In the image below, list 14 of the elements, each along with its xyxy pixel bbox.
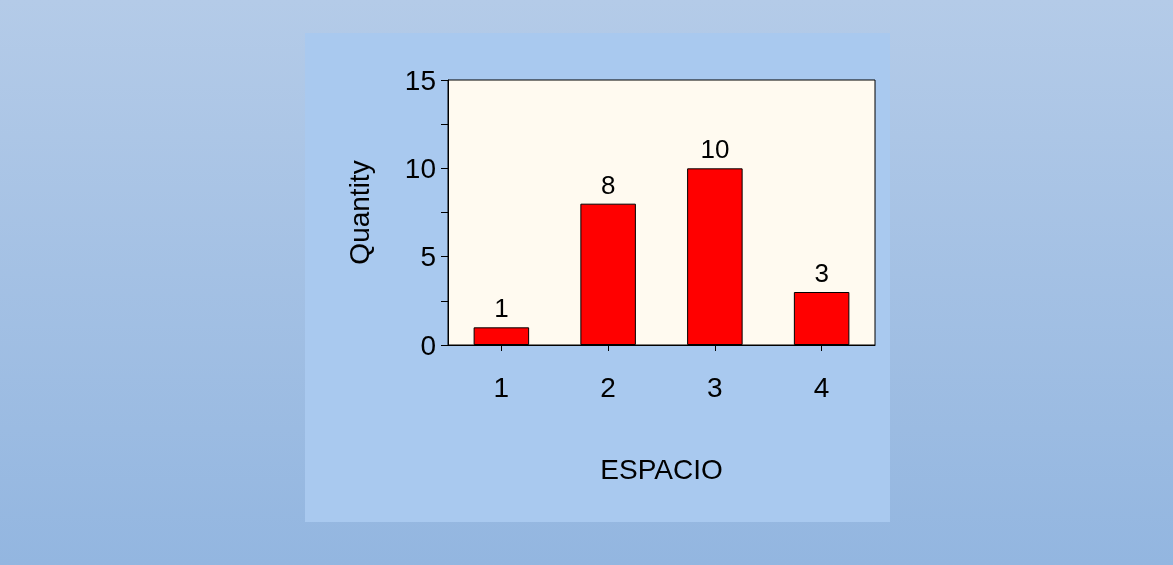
x-tick-label: 4 xyxy=(813,371,830,403)
data-label: 8 xyxy=(600,169,616,200)
data-label: 1 xyxy=(494,293,509,324)
y-tick-label: 10 xyxy=(404,152,436,184)
y-tick-label: 0 xyxy=(420,329,436,361)
x-tick-label: 1 xyxy=(493,371,510,403)
y-tick-label: 15 xyxy=(404,64,436,96)
x-tick-label: 3 xyxy=(707,371,723,403)
data-label: 10 xyxy=(700,134,730,165)
x-tick-label: 2 xyxy=(600,371,616,403)
data-label: 3 xyxy=(814,258,829,288)
x-axis-title: ESPACIO xyxy=(600,453,723,485)
y-tick-label: 5 xyxy=(420,241,436,273)
y-axis-title: Quantity xyxy=(343,160,375,265)
